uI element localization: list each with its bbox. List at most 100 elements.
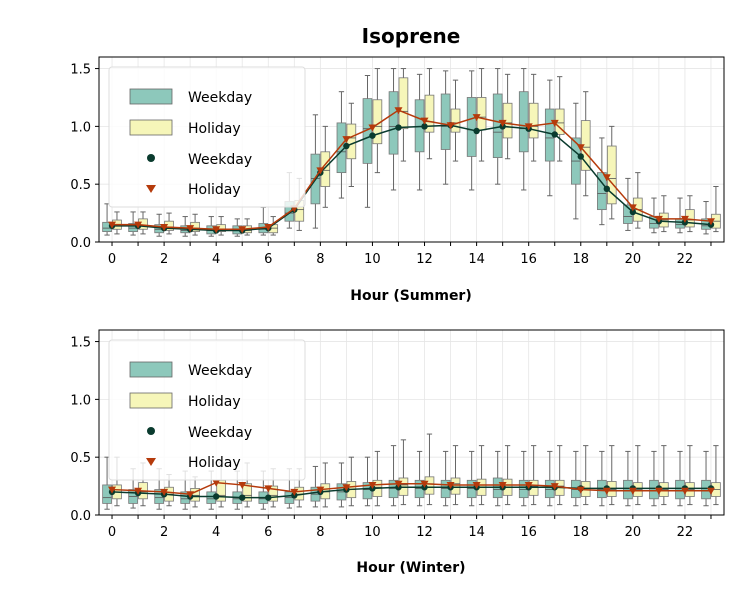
holiday-mean-point — [186, 225, 195, 233]
legend: Weekday Holiday Weekday Holiday — [108, 66, 306, 208]
legend-holiday-box-label: Holiday — [188, 121, 241, 137]
box — [398, 77, 409, 130]
legend-weekday-box-swatch — [129, 88, 173, 105]
x-tick-label: 0 — [108, 252, 116, 267]
holiday-mean-point — [446, 122, 455, 130]
holiday-mean-point — [316, 486, 325, 494]
box — [268, 485, 279, 502]
legend-holiday-marker — [146, 185, 156, 193]
plot-frame — [98, 56, 725, 243]
y-tick-label: 0.5 — [70, 178, 91, 193]
holiday-mean-point — [342, 136, 351, 144]
legend-holiday-box-swatch — [129, 392, 173, 409]
x-axis-label: Hour (Summer) — [350, 288, 472, 304]
y-tick-label: 1.0 — [70, 120, 91, 135]
holiday-mean-point — [472, 481, 481, 489]
y-axis: 0.0 0.5 1.0 1.5 — [70, 63, 99, 251]
weekday-mean-point — [577, 153, 584, 160]
x-tick-label: 12 — [416, 252, 433, 267]
y-tick-label: 0.5 — [70, 451, 91, 466]
legend-weekday-box-swatch — [129, 361, 173, 378]
box — [466, 97, 477, 157]
x-tick-label: 6 — [264, 525, 272, 540]
y-tick-label: 0.0 — [70, 236, 91, 251]
x-axis: 0 2 4 6 8 10 12 14 16 18 20 22 — [108, 515, 712, 540]
x-tick-label: 6 — [264, 252, 272, 267]
summer-panel: 0.0 0.5 1.0 1.5 0 2 4 6 8 10 12 14 16 18 20 22 Hour (S… — [70, 56, 725, 304]
box — [476, 97, 487, 131]
holiday-mean-point — [238, 226, 247, 234]
legend: Weekday Holiday Weekday Holiday — [108, 339, 306, 481]
legend-holiday-box-label: Holiday — [188, 394, 241, 410]
holiday-mean-point — [628, 487, 637, 495]
holiday-mean-point — [212, 226, 221, 234]
mean-lines — [108, 479, 715, 501]
x-tick-label: 8 — [316, 525, 324, 540]
x-tick-label: 12 — [416, 525, 433, 540]
weekday-mean-line — [111, 486, 711, 499]
holiday-mean-point — [420, 117, 429, 125]
holiday-mean-point — [134, 487, 143, 495]
holiday-mean-point — [498, 481, 507, 489]
weekday-mean-point — [629, 208, 637, 216]
legend-holiday-box-swatch — [129, 119, 173, 136]
holiday-mean-point — [550, 119, 559, 127]
holiday-mean-point — [316, 167, 325, 175]
x-axis: 0 2 4 6 8 10 12 14 16 18 20 22 — [108, 242, 712, 267]
weekday-mean-point — [603, 185, 611, 193]
holiday-mean-point — [290, 488, 299, 496]
legend-weekday-box-label: Weekday — [188, 90, 252, 106]
holiday-mean-point — [238, 481, 247, 489]
holiday-mean-point — [394, 480, 403, 488]
boxes — [102, 68, 721, 237]
holiday-mean-point — [550, 483, 559, 491]
y-tick-label: 1.0 — [70, 393, 91, 408]
weekday-mean-point — [395, 124, 402, 131]
weekday-mean-point — [343, 142, 350, 150]
weekday-mean-point — [369, 132, 376, 139]
holiday-mean-point — [368, 481, 377, 489]
holiday-mean-point — [264, 223, 273, 231]
weekday-mean-point — [421, 123, 428, 130]
y-axis: 0.0 0.5 1.0 1.5 — [70, 336, 99, 524]
holiday-mean-point — [602, 174, 611, 182]
holiday-mean-line — [112, 109, 712, 231]
x-tick-label: 4 — [212, 252, 220, 267]
legend-holiday-marker-label: Holiday — [188, 182, 241, 198]
x-tick-label: 2 — [160, 525, 168, 540]
mean-lines — [108, 107, 715, 234]
holiday-mean-point — [680, 487, 689, 495]
holiday-mean-point — [264, 485, 273, 493]
holiday-mean-point — [576, 486, 585, 494]
x-tick-label: 16 — [520, 525, 537, 540]
winter-panel: 0.0 0.5 1.0 1.5 0 2 4 6 8 10 12 14 16 18 20 22 Hour (W… — [70, 329, 725, 576]
legend-weekday-marker-label: Weekday — [188, 152, 252, 168]
holiday-mean-point — [472, 114, 481, 122]
x-tick-label: 22 — [677, 252, 694, 267]
holiday-mean-line — [111, 481, 711, 495]
holiday-mean-point — [654, 215, 663, 223]
holiday-mean-point — [706, 218, 715, 226]
box — [346, 123, 357, 160]
x-tick-label: 22 — [677, 525, 694, 540]
x-tick-label: 4 — [212, 525, 220, 540]
x-tick-label: 20 — [625, 525, 642, 540]
holiday-mean-point — [498, 119, 507, 127]
x-tick-label: 18 — [572, 525, 589, 540]
weekday-mean-point — [265, 494, 272, 501]
x-tick-label: 18 — [572, 252, 589, 267]
holiday-mean-point — [108, 486, 117, 494]
holiday-mean-point — [680, 215, 689, 223]
weekday-mean-point — [239, 494, 246, 501]
legend-weekday-marker — [147, 154, 155, 162]
holiday-mean-point — [524, 123, 533, 131]
holiday-mean-point — [602, 487, 611, 495]
holiday-mean-point — [108, 221, 117, 229]
weekday-mean-line — [112, 124, 712, 232]
y-tick-label: 0.0 — [70, 509, 91, 524]
holiday-mean-point — [212, 479, 221, 487]
holiday-mean-point — [394, 107, 403, 115]
y-tick-label: 1.5 — [70, 336, 91, 351]
x-tick-label: 2 — [160, 252, 168, 267]
